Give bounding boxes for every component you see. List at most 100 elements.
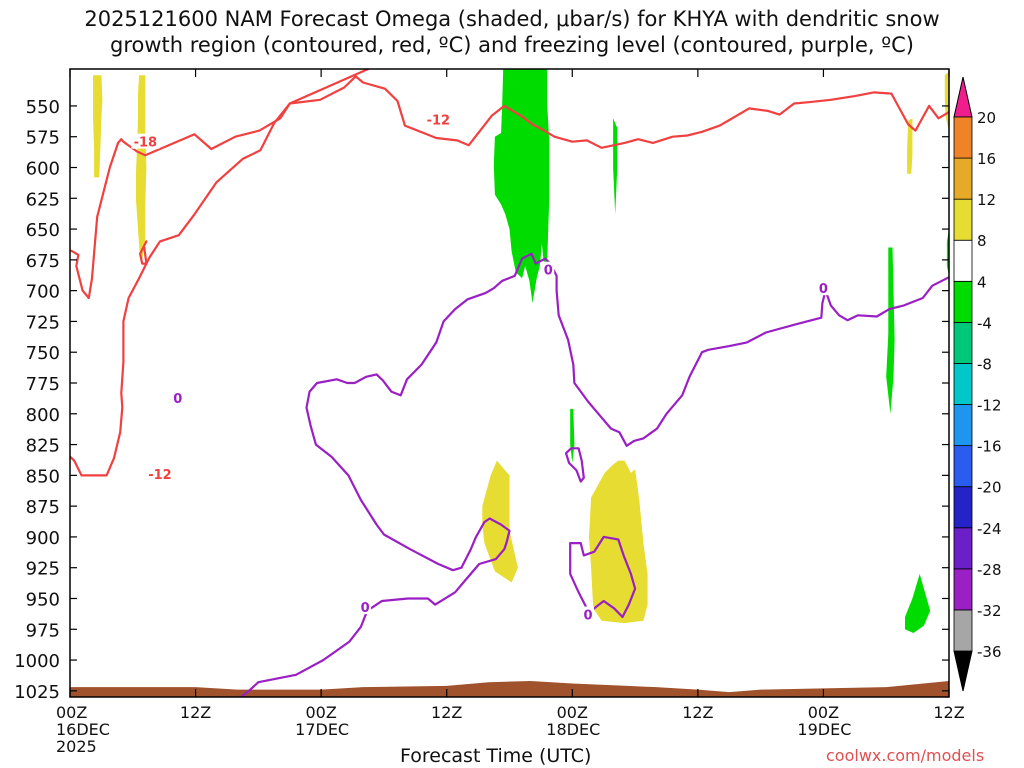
colorbar-label-10: 4 — [977, 273, 987, 291]
x-tick-label-3-1: 12Z — [431, 703, 462, 722]
y-tick-label-850: 850 — [26, 466, 60, 487]
source-credit[interactable]: coolwx.com/models — [826, 746, 985, 765]
freezing-level-contour-1 — [239, 252, 949, 697]
x-tick-label-1-1: 12Z — [180, 703, 211, 722]
y-tick-label-550: 550 — [26, 97, 60, 118]
svg-text:0: 0 — [819, 282, 828, 297]
svg-text:0: 0 — [544, 264, 553, 279]
colorbar-box-9 — [953, 280, 973, 323]
y-tick-label-975: 975 — [26, 620, 60, 641]
omega-region-11 — [905, 573, 931, 633]
colorbar-box-4 — [953, 486, 973, 529]
y-tick-label-650: 650 — [26, 220, 60, 241]
x-axis-label: Forecast Time (UTC) — [400, 745, 592, 767]
dgz-contour-label-3: -12 — [145, 466, 174, 483]
terrain — [70, 681, 949, 697]
colorbar-label-6: -16 — [977, 438, 1002, 456]
colorbar-label-13: 16 — [977, 150, 996, 168]
y-tick-label-1000: 1000 — [14, 651, 60, 672]
colorbar-box-7 — [953, 363, 973, 405]
plot-area: -18 -12 -12 0 0 0 0 0 — [70, 69, 949, 697]
colorbar-label-12: 12 — [977, 191, 996, 209]
y-tick-label-775: 775 — [26, 374, 60, 395]
chart-title-line-1: 2025121600 NAM Forecast Omega (shaded, μ… — [84, 7, 940, 31]
colorbar-label-11: 8 — [977, 232, 987, 250]
dgz-contour-2 — [70, 138, 147, 300]
x-tick-label-2-1: 00Z — [305, 703, 336, 722]
y-tick-label-925: 925 — [26, 559, 60, 580]
x-tick-label-0-3: 2025 — [56, 737, 97, 756]
colorbar-box-5 — [953, 445, 973, 488]
svg-text:-12: -12 — [148, 468, 172, 483]
omega-region-2 — [135, 75, 147, 260]
colorbar-box-12 — [953, 157, 973, 200]
x-tick-label-0-2: 16DEC — [56, 720, 110, 739]
chart-title-line-2: growth region (contoured, red, ºC) and f… — [110, 33, 914, 57]
y-tick-label-950: 950 — [26, 589, 60, 610]
y-tick-label-875: 875 — [26, 497, 60, 518]
y-tick-label-675: 675 — [26, 251, 60, 272]
svg-text:0: 0 — [361, 601, 370, 616]
omega-region-3 — [907, 118, 913, 174]
x-tick-label-6-2: 19DEC — [797, 720, 851, 739]
y-tick-label-825: 825 — [26, 436, 60, 457]
freezing-level-contour-2 — [564, 447, 585, 483]
colorbar-box-8 — [953, 321, 973, 364]
x-tick-label-4-2: 18DEC — [546, 720, 600, 739]
colorbar-label-3: -28 — [977, 561, 1002, 579]
y-tick-label-700: 700 — [26, 282, 60, 303]
y-tick-label-750: 750 — [26, 343, 60, 364]
x-tick-label-5-1: 12Z — [682, 703, 713, 722]
dgz-contour-label-2: -12 — [424, 111, 453, 128]
colorbar-label-7: -12 — [977, 397, 1002, 415]
colorbar-box-1 — [953, 609, 973, 652]
colorbar-label-2: -32 — [977, 602, 1002, 620]
x-tick-label-7-1: 12Z — [933, 703, 964, 722]
y-tick-label-625: 625 — [26, 189, 60, 210]
omega-region-10 — [886, 247, 895, 414]
freezing-level-contour-label-2: 0 — [359, 599, 372, 616]
y-tick-label-1025: 1025 — [14, 682, 60, 703]
x-tick-label-2-2: 17DEC — [295, 720, 349, 739]
x-tick-label-4-1: 00Z — [557, 703, 588, 722]
y-tick-label-900: 900 — [26, 528, 60, 549]
colorbar-box-10 — [953, 239, 973, 282]
colorbar-box-3 — [953, 527, 973, 570]
dgz-contour-1 — [70, 69, 370, 477]
colorbar-box-11 — [953, 198, 973, 241]
colorbar-label-8: -8 — [977, 355, 992, 373]
omega-region-1 — [93, 75, 103, 178]
y-tick-label-600: 600 — [26, 159, 60, 180]
colorbar-label-14: 20 — [977, 109, 996, 127]
freezing-level-contour-label-4: 0 — [817, 280, 830, 297]
y-tick-label-725: 725 — [26, 312, 60, 333]
colorbar-label-1: -36 — [977, 643, 1002, 661]
dgz-contour-label-1: -18 — [131, 133, 160, 151]
freezing-level-contour-label-5: 0 — [581, 606, 594, 623]
chart-title: 2025121600 NAM Forecast Omega (shaded, μ… — [0, 6, 1024, 58]
colorbar: -36 -32 -28 -24 -20 -16 -12 -8 -4 4 8 12 16 20 — [953, 76, 1002, 692]
omega-region-8 — [613, 118, 618, 215]
omega-region-5 — [482, 460, 518, 583]
svg-text:-12: -12 — [427, 113, 451, 128]
svg-text:0: 0 — [173, 392, 182, 407]
svg-text:0: 0 — [583, 608, 592, 623]
y-tick-label-575: 575 — [26, 128, 60, 149]
colorbar-label-5: -20 — [977, 479, 1002, 497]
freezing-level-contour-3 — [569, 535, 637, 619]
colorbar-over-triangle — [953, 76, 973, 118]
x-tick-label-6-1: 00Z — [808, 703, 839, 722]
colorbar-box-6 — [953, 404, 973, 447]
freezing-level-contour-label-1: 0 — [171, 389, 184, 407]
omega-region-4 — [944, 71, 949, 131]
colorbar-label-9: -4 — [977, 314, 992, 332]
colorbar-box-2 — [953, 568, 973, 611]
dgz-contour-3 — [144, 75, 949, 157]
y-tick-label-800: 800 — [26, 405, 60, 426]
svg-text:-18: -18 — [134, 136, 158, 151]
colorbar-label-4: -24 — [977, 520, 1002, 538]
colorbar-under-triangle — [953, 650, 973, 692]
freezing-level-contour-label-3: 0 — [542, 261, 555, 279]
x-tick-label-0-1: 00Z — [56, 703, 87, 722]
